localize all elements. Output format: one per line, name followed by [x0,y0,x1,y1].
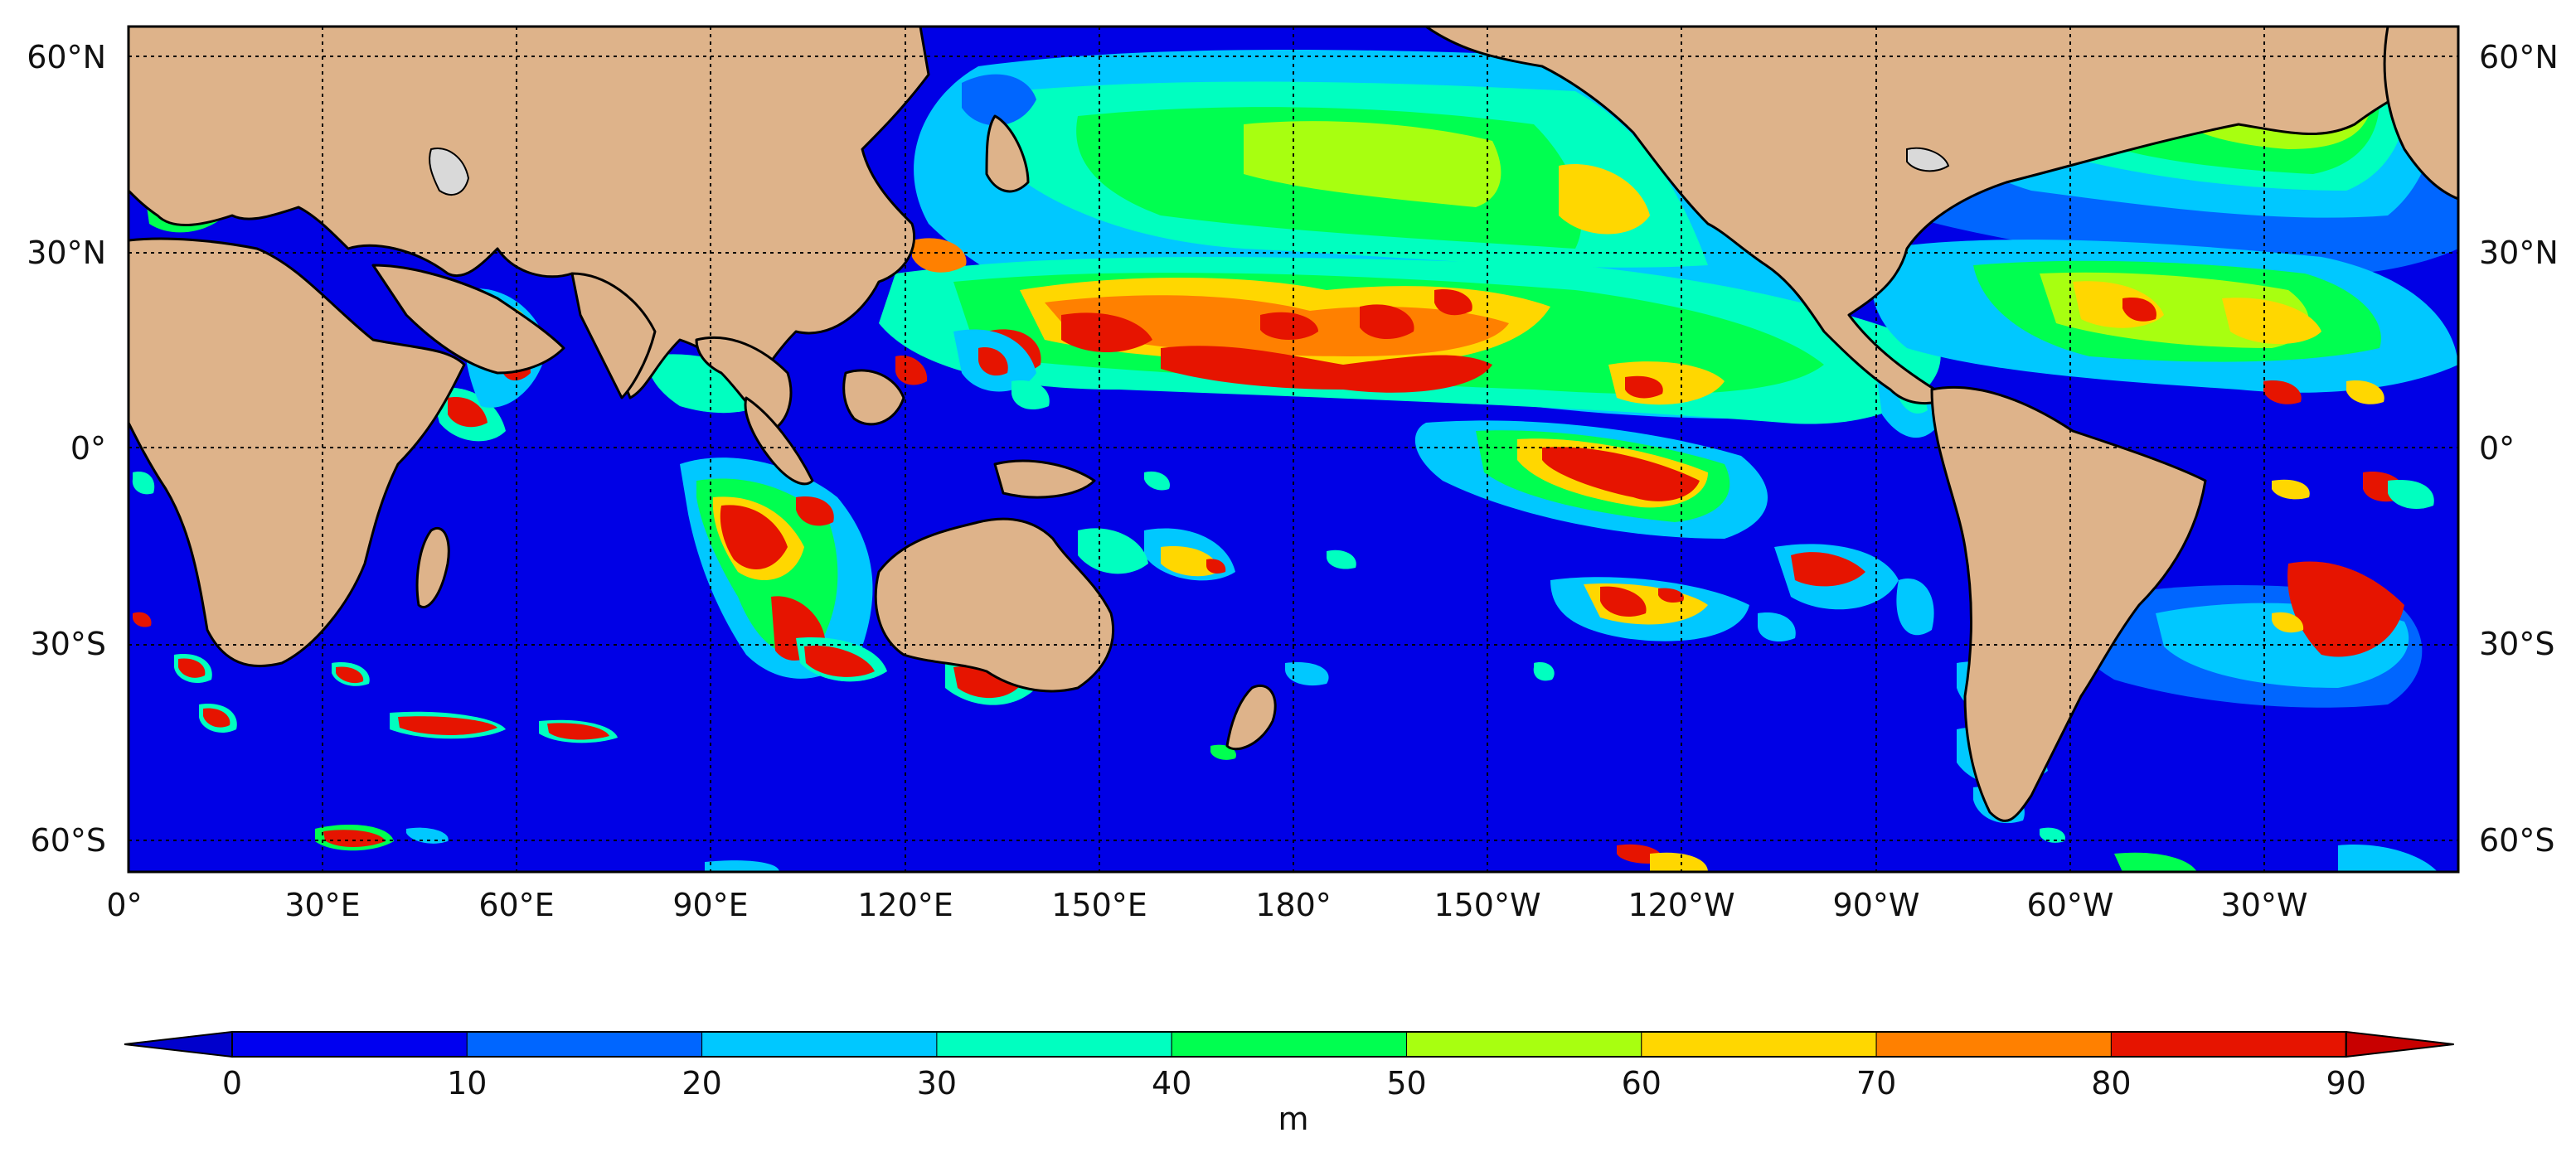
great-lakes [1906,147,1950,172]
lon-label: 90°W [1833,887,1920,923]
colorbar-tick-label: 10 [447,1065,487,1101]
colorbar-tick-label: 60 [1622,1065,1662,1101]
landmass-south-america [1930,386,2207,822]
land [129,27,2458,822]
lon-label: 30°E [284,887,360,923]
colorbar-cell [2110,1031,2347,1058]
landmass-new-zealand [1225,685,1277,751]
lon-label: 60°E [478,887,554,923]
landmass-india [570,272,657,399]
landmass-africa [129,237,466,668]
colorbar-cell [936,1031,1172,1058]
landmass-arabia [371,264,565,375]
lon-label: 30°W [2221,887,2308,923]
colorbar-tick-label: 90 [2326,1065,2366,1101]
colorbar-extend-min [124,1030,233,1058]
lon-label: 0° [106,887,142,923]
colorbar-tick-label: 20 [682,1065,721,1101]
colorbar-tick-label: 50 [1386,1065,1426,1101]
colorbar-cell [701,1031,938,1058]
latitude-labels-left: 60°N 30°N 0° 30°S 60°S [27,39,106,859]
colorbar-cells [124,1030,2454,1058]
caspian-sea [429,148,470,196]
lat-label-right: 60°S [2479,822,2554,859]
lat-label-left: 60°S [31,822,106,859]
lat-label-left: 60°N [27,39,106,75]
lat-label-left: 30°S [31,626,106,662]
colorbar-tick-label: 40 [1152,1065,1191,1101]
colorbar-tick-label: 0 [222,1065,242,1101]
landmass-borneo [842,369,905,426]
lon-label: 120°E [857,887,953,923]
landmass-australia [874,517,1115,693]
lat-label-right: 0° [2479,430,2515,467]
landmass-greenland [2383,27,2458,201]
colorbar-extend-max [2345,1030,2454,1058]
lon-label: 90°E [672,887,748,923]
lat-label-right: 30°N [2479,235,2559,271]
colorbar-tick-label: 80 [2091,1065,2131,1101]
lon-label: 60°W [2027,887,2114,923]
landmass-madagascar [415,527,450,608]
landmass-sumatra [744,396,814,486]
map-panel [127,25,2460,874]
colorbar-cell [466,1031,703,1058]
colorbar-tick-label: 30 [917,1065,957,1101]
landmass-new-guinea [993,459,1096,499]
latitude-labels-right: 60°N 30°N 0° 30°S 60°S [2479,39,2559,859]
colorbar-outline [231,1031,2347,1058]
colorbar-unit-label: m [1278,1101,1308,1137]
lon-label: 150°E [1051,887,1147,923]
subtropical-pacific-field [879,238,1941,424]
colorbar-cell [1641,1031,1877,1058]
colorbar-cell [231,1031,468,1058]
lat-label-left: 30°N [27,235,106,271]
colorbar-cell [1171,1031,1407,1058]
colorbar-tick-label: 70 [1856,1065,1896,1101]
lakes [429,147,1950,196]
longitude-labels: 0° 30°E 60°E 90°E 120°E 150°E 180° 150°W… [106,887,2307,923]
landmass-japan [985,114,1030,193]
map-frame [127,25,2460,874]
graticule [129,27,2458,872]
south-pacific-field [1144,420,2077,686]
lon-label: 180° [1255,887,1332,923]
colorbar-cell [1406,1031,1642,1058]
lat-label-left: 0° [70,430,106,467]
colorbar-ticks: 0 10 20 30 40 50 60 70 80 90 [222,1065,2366,1101]
scattered-patches [132,471,2434,627]
lat-label-right: 30°S [2479,626,2554,662]
colorbar: 0 10 20 30 40 50 60 70 80 90 m [124,1030,2454,1137]
lon-label: 150°W [1434,887,1540,923]
lon-label: 120°W [1628,887,1734,923]
southern-ocean-field [174,637,2438,872]
lat-label-right: 60°N [2479,39,2559,75]
colorbar-cell [1875,1031,2112,1058]
